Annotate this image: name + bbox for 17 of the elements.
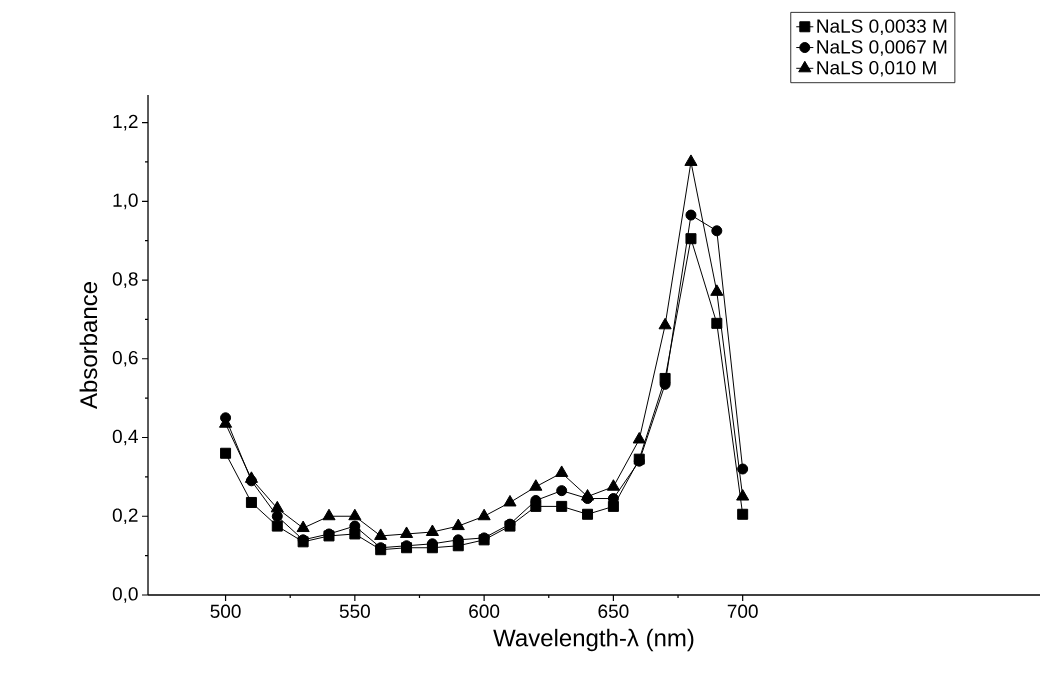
x-tick-label: 500: [210, 604, 241, 618]
y-axis-title: Absorbance: [79, 282, 98, 409]
legend-label: NaLS 0,010 M: [817, 60, 936, 77]
legend-label: NaLS 0,0067 M: [817, 40, 947, 56]
x-tick-label: 700: [727, 604, 758, 618]
y-tick-label: 0,2: [112, 508, 138, 525]
y-tick-label: 0,4: [112, 429, 138, 446]
y-tick-label: 1,2: [113, 114, 138, 131]
y-tick-label: 0,8: [112, 272, 138, 288]
x-tick-label: 550: [339, 604, 370, 618]
x-tick-label: 600: [469, 604, 500, 618]
y-tick-label: 1,0: [113, 193, 138, 210]
x-tick-label: 650: [598, 604, 629, 618]
y-tick-label: 0,6: [112, 350, 138, 367]
y-tick-label: 0,0: [112, 587, 138, 603]
x-axis-title: Wavelength-λ (nm): [493, 628, 694, 652]
legend-label: NaLS 0,0033 M: [817, 19, 947, 36]
